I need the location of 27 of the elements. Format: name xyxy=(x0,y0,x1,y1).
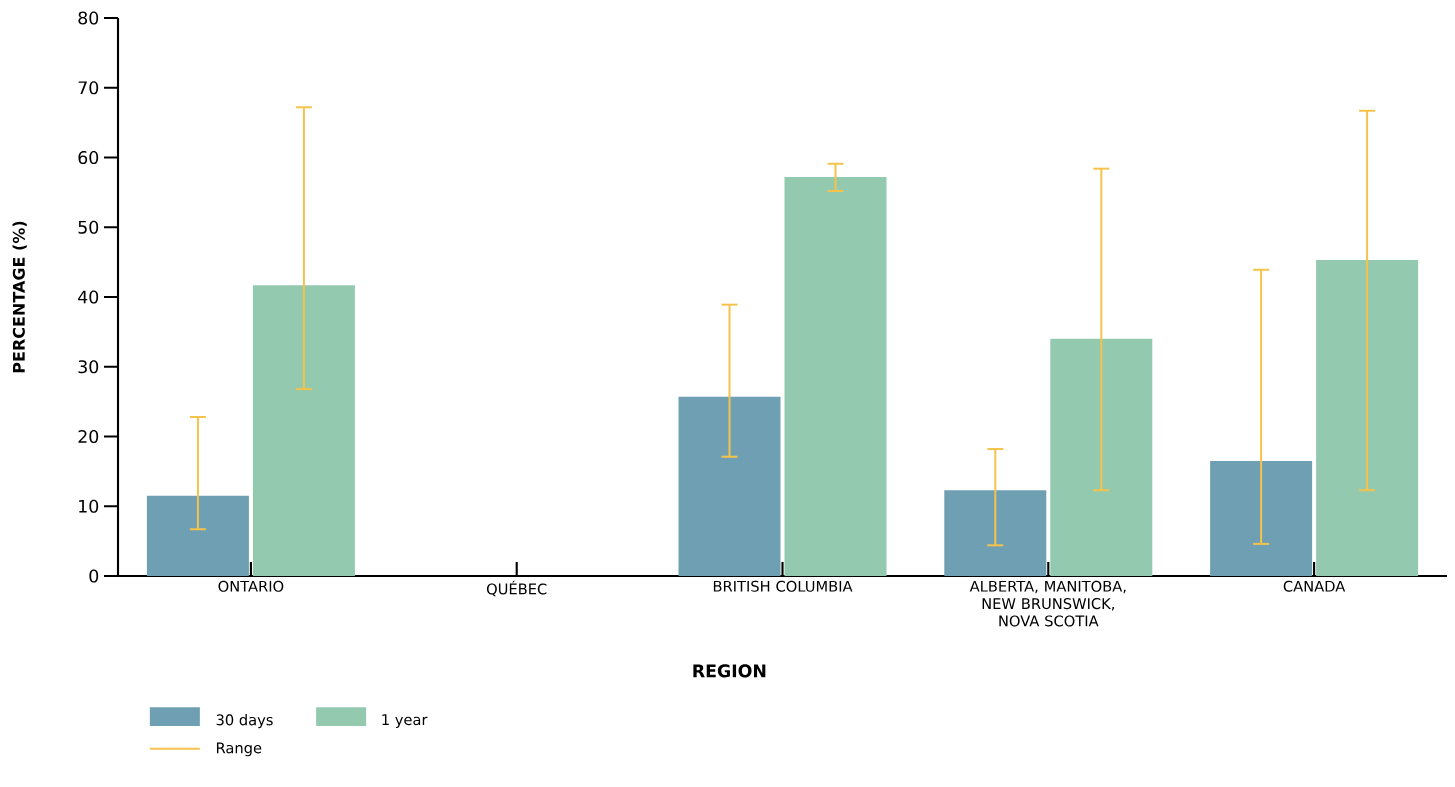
y-tick-label: 10 xyxy=(79,499,99,513)
y-tick-label: 80 xyxy=(78,11,99,25)
y-tick-label: 30 xyxy=(78,360,99,374)
x-tick-label: CANADA xyxy=(1283,580,1346,592)
y-tick-label: 0 xyxy=(89,569,99,583)
legend-label: 1 year xyxy=(382,714,428,728)
x-tick-label: ONTARIO xyxy=(218,580,284,592)
bar xyxy=(678,396,781,576)
bar xyxy=(784,177,887,576)
x-tick-label: QUÉBEC xyxy=(486,580,547,597)
bar xyxy=(1210,460,1313,576)
y-axis-title: PERCENTAGE (%) xyxy=(12,221,27,373)
text: Range xyxy=(216,742,262,757)
y-tick-label: 50 xyxy=(78,220,99,234)
bar xyxy=(146,495,249,576)
bar xyxy=(1316,260,1419,576)
bar xyxy=(252,285,355,576)
y-tick-label: 40 xyxy=(78,290,99,304)
x-axis-title: REGION xyxy=(693,664,766,678)
y-tick-label: 20 xyxy=(78,429,99,444)
x-tick-label: ALBERTA, MANITOBA, NEW BRUNSWICK, NOVA SCOTIA xyxy=(969,580,1126,627)
bar xyxy=(1050,338,1153,576)
y-tick-label: 60 xyxy=(78,150,99,165)
legend-label: 30 days xyxy=(216,714,273,729)
x-tick-label: BRITISH COLUMBIA xyxy=(713,580,853,592)
y-tick-label: 70 xyxy=(78,81,99,95)
bar xyxy=(944,490,1047,576)
